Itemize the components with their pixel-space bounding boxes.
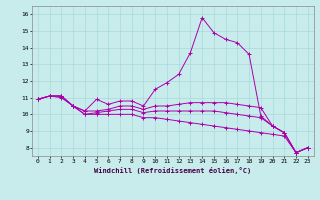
X-axis label: Windchill (Refroidissement éolien,°C): Windchill (Refroidissement éolien,°C) <box>94 167 252 174</box>
